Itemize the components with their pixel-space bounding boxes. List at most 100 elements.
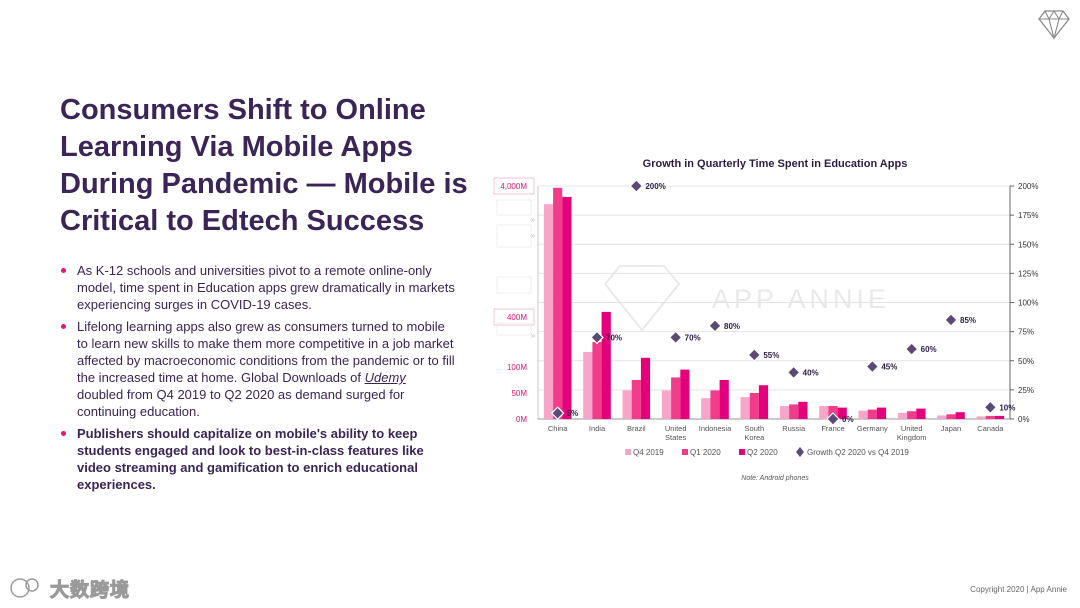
legend-label: Q4 2019 <box>633 448 664 457</box>
bar-q2-2020 <box>837 407 847 419</box>
left-axis-label-box <box>493 177 535 195</box>
bar-q4-2019 <box>779 406 790 419</box>
bar-q4-2019 <box>661 390 672 419</box>
bullet-list: As K-12 schools and universities pivot t… <box>60 262 455 498</box>
bar-q2-2020 <box>640 357 651 419</box>
growth-marker <box>944 313 958 327</box>
left-axis-label-box <box>493 308 535 326</box>
legend-swatch <box>625 449 631 455</box>
growth-label: 40% <box>803 368 819 377</box>
bar-q1-2020 <box>671 377 681 419</box>
x-tick-label: States <box>665 433 687 442</box>
x-tick-label: Russia <box>782 424 806 433</box>
bar-q1-2020 <box>907 411 917 419</box>
legend-label: Growth Q2 2020 vs Q4 2019 <box>807 448 909 457</box>
x-tick-label: Germany <box>857 424 888 433</box>
growth-label: 80% <box>724 322 740 331</box>
right-axis-tick-label: 150% <box>1018 240 1038 249</box>
bar-q4-2019 <box>583 352 593 419</box>
watermark: 大数跨境 <box>8 574 148 604</box>
growth-marker <box>826 412 840 426</box>
growth-marker <box>865 359 880 374</box>
left-axis-break-box <box>496 276 532 294</box>
legend-swatch <box>682 449 688 455</box>
growth-marker <box>629 179 644 193</box>
left-axis-tick-label: 400M <box>507 313 527 322</box>
chart-watermark-logo-icon <box>603 265 681 332</box>
growth-label: 70% <box>685 333 701 342</box>
growth-label: 5% <box>567 409 579 418</box>
bar-q4-2019 <box>622 390 632 419</box>
bar-q4-2019 <box>976 416 986 419</box>
growth-marker <box>708 318 722 333</box>
bar-q1-2020 <box>553 187 563 419</box>
left-axis-tick-label: 100M <box>507 363 527 372</box>
legend-label: Q2 2020 <box>747 448 778 457</box>
growth-label: 60% <box>921 345 937 354</box>
app-annie-logo-icon <box>1038 9 1070 40</box>
x-tick-label: Indonesia <box>699 424 732 433</box>
bar-q2-2020 <box>562 196 572 419</box>
right-axis-tick-label: 125% <box>1018 269 1038 278</box>
bar-q2-2020 <box>601 311 611 419</box>
bar-q1-2020 <box>631 380 641 419</box>
left-axis-break-box <box>496 199 532 216</box>
bar-q2-2020 <box>680 369 690 419</box>
axis-break-icon: » <box>531 231 536 240</box>
bar-q4-2019 <box>897 412 908 419</box>
growth-marker <box>747 348 762 362</box>
bar-q1-2020 <box>946 414 956 419</box>
chart-note: Note: Android phones <box>741 475 809 482</box>
bar-q4-2019 <box>701 398 711 419</box>
x-tick-label: Japan <box>941 424 961 433</box>
bar-q4-2019 <box>543 204 554 419</box>
chart-title: Growth in Quarterly Time Spent in Educat… <box>642 158 908 170</box>
growth-label: 70% <box>606 333 622 342</box>
bar-q1-2020 <box>867 409 877 419</box>
x-tick-label: United <box>665 424 687 433</box>
bullet-item: As K-12 schools and universities pivot t… <box>60 262 455 313</box>
x-tick-label: Korea <box>744 433 765 442</box>
growth-label: 200% <box>645 182 665 191</box>
axis-break-icon: » <box>531 215 536 224</box>
x-tick-label: China <box>548 424 568 433</box>
right-axis-tick-label: 200% <box>1018 182 1038 191</box>
left-axis-tick-label: 4,000M <box>500 182 527 191</box>
growth-label: 10% <box>999 403 1015 412</box>
chart-watermark: APP ANNIE <box>603 265 890 332</box>
x-tick-label: Kingdom <box>897 433 927 442</box>
bar-q4-2019 <box>937 415 947 419</box>
bullet-item: Publishers should capitalize on mobile's… <box>60 425 455 493</box>
axis-break-icon: » <box>531 331 536 340</box>
chart-watermark-text: APP ANNIE <box>712 284 890 314</box>
growth-marker <box>904 342 919 356</box>
x-tick-label: South <box>745 424 765 433</box>
x-tick-label: Brazil <box>627 424 646 433</box>
bar-q4-2019 <box>819 406 829 419</box>
growth-label: 85% <box>960 316 976 325</box>
watermark-text: 大数跨境 <box>49 580 131 602</box>
bar-q2-2020 <box>798 401 808 419</box>
growth-marker <box>550 406 565 421</box>
bar-q1-2020 <box>789 404 799 419</box>
legend-swatch <box>739 449 745 455</box>
right-axis-tick-label: 175% <box>1018 211 1038 220</box>
growth-marker <box>668 330 683 345</box>
bar-q4-2019 <box>740 397 750 419</box>
bar-q2-2020 <box>994 415 1005 419</box>
footer-copyright: Copyright 2020 | App Annie <box>970 585 1067 594</box>
bar-q1-2020 <box>749 393 759 419</box>
slide-title: Consumers Shift to Online Learning Via M… <box>60 94 468 237</box>
growth-label: 55% <box>763 351 779 360</box>
bar-q4-2019 <box>858 410 868 419</box>
growth-label: 0% <box>842 415 854 424</box>
watermark-logo-icon <box>10 578 39 598</box>
x-tick-label: France <box>821 424 844 433</box>
chart: Growth in Quarterly Time Spent in Educat… <box>480 150 1060 490</box>
left-axis-tick-label: 0M <box>516 415 527 424</box>
growth-label: 45% <box>881 363 897 372</box>
bar-q2-2020 <box>876 407 887 419</box>
udemy-link[interactable]: Udemy <box>364 370 406 385</box>
right-axis-tick-label: 25% <box>1018 386 1034 395</box>
bar-q1-2020 <box>710 390 720 419</box>
